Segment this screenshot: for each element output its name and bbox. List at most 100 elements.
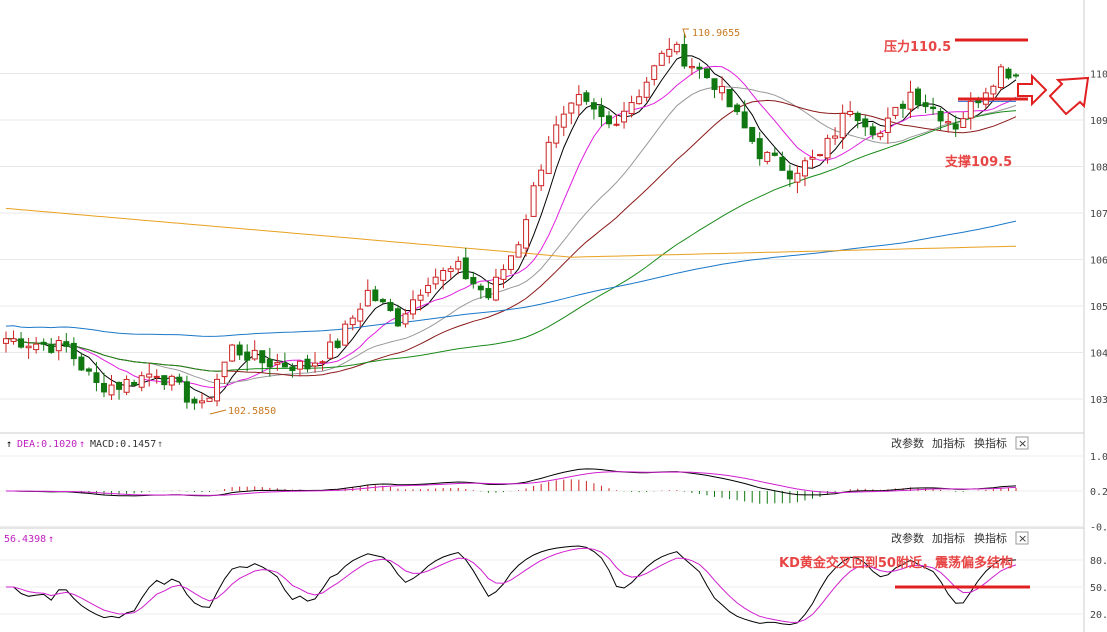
y-tick-label: 106.0000 bbox=[1090, 256, 1107, 267]
candle-body bbox=[681, 43, 688, 67]
k-line bbox=[6, 545, 1017, 626]
close-kd-button[interactable] bbox=[1015, 531, 1029, 545]
low-marker: 102.5850 bbox=[209, 406, 276, 417]
kd-plot bbox=[6, 545, 1017, 626]
candle-body bbox=[967, 100, 974, 119]
candle-body bbox=[55, 340, 62, 352]
candle-body bbox=[884, 117, 891, 133]
change-params-button[interactable]: 改参数 bbox=[891, 531, 924, 545]
candle-body bbox=[598, 105, 605, 118]
kd-toolbar: 改参数 加指标 换指标 × bbox=[891, 531, 1029, 545]
candle-body bbox=[138, 375, 145, 388]
candle-body bbox=[379, 299, 386, 303]
arrow-up-icon: ↑ bbox=[6, 439, 12, 450]
dea-value: DEA:0.1020 bbox=[17, 439, 77, 450]
candle-body bbox=[70, 342, 77, 360]
candle-body bbox=[236, 344, 243, 356]
candle-body bbox=[719, 85, 726, 94]
candle-body bbox=[176, 376, 183, 383]
candle-body bbox=[922, 102, 929, 108]
candle-body bbox=[266, 358, 273, 368]
candle-body bbox=[899, 103, 906, 109]
candle-body bbox=[794, 172, 801, 183]
candle-body bbox=[18, 338, 25, 348]
candle-body bbox=[3, 338, 9, 344]
y-tick-label: 20.0000 bbox=[1090, 610, 1107, 621]
candle-body bbox=[485, 288, 492, 299]
candle-body bbox=[447, 268, 454, 272]
candle-body bbox=[183, 381, 190, 403]
candle-body bbox=[847, 110, 854, 116]
candle-body bbox=[786, 170, 793, 180]
candle-body bbox=[764, 151, 771, 162]
candle-body bbox=[402, 313, 409, 325]
candle-body bbox=[85, 368, 92, 372]
add-indicator-button[interactable]: 加指标 bbox=[932, 531, 965, 545]
ma-line-60 bbox=[6, 110, 1017, 372]
candle-body bbox=[304, 358, 311, 370]
candle-body bbox=[198, 400, 205, 404]
candle-body bbox=[319, 361, 326, 364]
candle-body bbox=[146, 373, 153, 378]
ma-line-120 bbox=[5, 220, 1017, 337]
macd-grid: 1.0700 0.2200 -0.6400 bbox=[0, 452, 1107, 533]
candle-body bbox=[801, 160, 808, 177]
y-tick-label: 109.0000 bbox=[1090, 116, 1107, 127]
candle-body bbox=[168, 375, 175, 386]
support-label: 支撑109.5 bbox=[944, 154, 1012, 170]
candle-body bbox=[703, 68, 710, 79]
candle-body bbox=[756, 138, 763, 160]
candle-body bbox=[349, 317, 356, 326]
candle-body bbox=[214, 378, 221, 402]
candle-body bbox=[394, 308, 401, 327]
switch-indicator-button[interactable]: 换指标 bbox=[974, 436, 1007, 450]
candle-body bbox=[78, 356, 85, 371]
candle-body bbox=[945, 121, 952, 124]
candle-body bbox=[123, 378, 130, 393]
candle-body bbox=[63, 341, 70, 347]
candle-body bbox=[643, 81, 650, 98]
candle-body bbox=[862, 118, 869, 128]
candle-body bbox=[779, 156, 786, 171]
y-tick-label: 50.0000 bbox=[1090, 583, 1107, 594]
close-icon: × bbox=[1018, 437, 1027, 450]
candle-body bbox=[666, 48, 673, 57]
switch-indicator-button[interactable]: 换指标 bbox=[974, 531, 1007, 545]
candle-body bbox=[869, 126, 876, 136]
kd-annotation: KD黄金交叉回到50附近，震荡偏多结构 bbox=[779, 555, 1013, 571]
candle-body bbox=[153, 375, 160, 378]
candle-body bbox=[952, 123, 959, 130]
candle-body bbox=[696, 66, 703, 70]
d-line bbox=[6, 547, 1017, 623]
candle-body bbox=[605, 115, 612, 125]
candle-body bbox=[33, 343, 40, 351]
candle-body bbox=[726, 89, 733, 108]
candle-body bbox=[312, 362, 319, 367]
candle-body bbox=[628, 102, 635, 114]
y-tick-label: 103.0000 bbox=[1090, 395, 1107, 406]
red-arrow-icon bbox=[1017, 73, 1090, 116]
low-label: 102.5850 bbox=[228, 406, 276, 417]
candle-body bbox=[221, 361, 228, 378]
candle-body bbox=[997, 66, 1004, 89]
candle-body bbox=[342, 323, 349, 346]
candle-body bbox=[741, 111, 748, 129]
candle-body bbox=[590, 102, 597, 110]
candle-body bbox=[553, 124, 560, 144]
arrow-up-icon: ↑ bbox=[157, 439, 163, 450]
add-indicator-button[interactable]: 加指标 bbox=[932, 436, 965, 450]
macd-toolbar: 改参数 加指标 换指标 × bbox=[891, 436, 1029, 450]
candle-body bbox=[229, 344, 236, 362]
candle-body bbox=[568, 102, 575, 114]
change-params-button[interactable]: 改参数 bbox=[891, 436, 924, 450]
candle-body bbox=[500, 269, 507, 280]
y-tick-label: 107.0000 bbox=[1090, 209, 1107, 220]
candle-body bbox=[372, 289, 379, 302]
candle-body bbox=[40, 341, 47, 345]
candle-body bbox=[560, 113, 567, 128]
candle-body bbox=[259, 350, 266, 364]
close-macd-button[interactable] bbox=[1015, 436, 1029, 450]
candle-body bbox=[651, 65, 658, 80]
candle-body bbox=[417, 294, 424, 301]
candle-body bbox=[523, 219, 530, 249]
